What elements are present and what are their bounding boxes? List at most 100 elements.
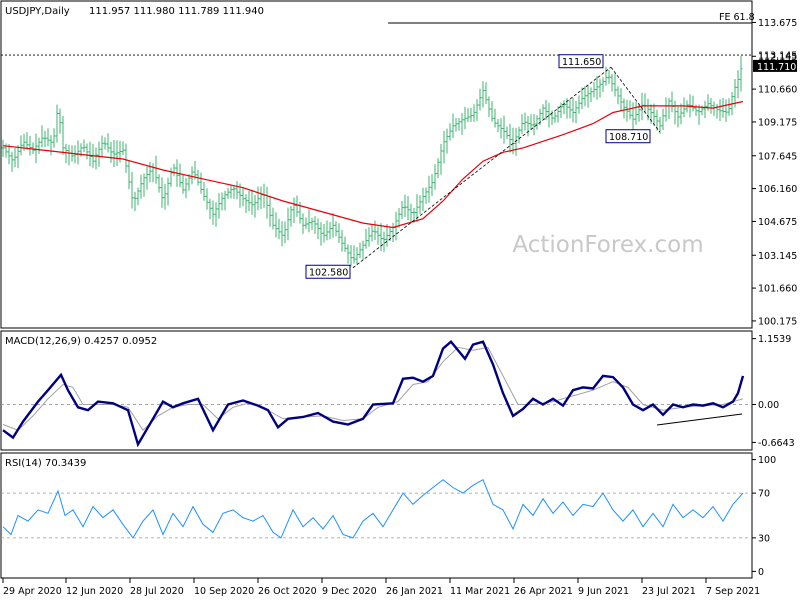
rsi-panel-frame — [0, 452, 753, 579]
price-bar — [292, 197, 296, 223]
price-bar — [547, 102, 551, 128]
price-bar — [106, 133, 110, 153]
price-bar — [262, 183, 266, 208]
price-bar — [703, 100, 707, 118]
price-bar — [679, 103, 683, 125]
price-bar — [184, 177, 188, 199]
price-bar — [592, 82, 596, 98]
price-bar — [616, 86, 620, 105]
price-bar — [43, 130, 47, 147]
price-bar — [583, 86, 587, 107]
price-bar — [250, 190, 254, 215]
price-bar — [121, 141, 125, 156]
price-bar — [283, 221, 287, 243]
axis-tick-label: 30 — [758, 533, 770, 544]
price-annotation: 108.710 — [605, 129, 651, 144]
x-tick-label: 9 Dec 2020 — [322, 586, 377, 597]
price-bar — [19, 135, 23, 156]
price-bar — [397, 208, 401, 228]
x-tick-label: 11 Mar 2021 — [450, 586, 510, 597]
macd-divergence-line — [656, 413, 743, 426]
price-bar — [211, 200, 215, 225]
price-bar — [406, 195, 410, 221]
price-bar — [556, 106, 560, 123]
price-bar — [313, 216, 317, 234]
price-bar — [148, 161, 152, 183]
axis-tick-label: 0.00 — [758, 400, 779, 411]
price-bar — [487, 96, 491, 118]
price-bar — [676, 105, 680, 128]
axis-tick-label: 1.1539 — [758, 334, 791, 345]
price-bar — [172, 163, 176, 177]
price-bar — [562, 100, 566, 115]
price-bar — [709, 97, 713, 114]
price-bar — [244, 194, 248, 214]
price-bar — [166, 177, 170, 206]
price-panel-frame — [0, 0, 753, 329]
price-annotation: 102.580 — [305, 264, 351, 279]
price-bar — [235, 181, 239, 200]
price-bar — [400, 201, 404, 220]
rsi-title: RSI(14) 70.3439 — [5, 458, 86, 469]
axis-tick-label: 103.145 — [758, 251, 797, 262]
price-bar — [691, 95, 695, 112]
price-bar — [205, 188, 209, 210]
price-bar — [604, 66, 608, 86]
price-bar — [64, 143, 68, 164]
price-bar — [115, 140, 119, 166]
price-bar — [280, 221, 284, 247]
price-bar — [490, 101, 494, 122]
price-bar — [103, 137, 107, 150]
price-bar — [433, 164, 437, 190]
macd-axis: 1.1539 0.00 -0.6643 — [752, 334, 795, 449]
macd-signal-line — [2, 346, 744, 431]
macd-panel-frame — [0, 330, 753, 451]
price-bar — [82, 139, 86, 153]
price-bar — [463, 106, 467, 130]
price-bar — [232, 185, 236, 199]
price-bar — [364, 228, 368, 249]
axis-tick-label: 110.660 — [758, 85, 797, 96]
price-bar — [25, 132, 29, 150]
price-bar — [667, 97, 671, 119]
price-bar — [514, 127, 518, 156]
price-bar — [598, 78, 602, 98]
price-bar — [214, 202, 218, 227]
price-bar — [508, 123, 512, 153]
resistance-label: 113.145 — [758, 51, 797, 62]
price-bar — [61, 115, 65, 155]
price-bar — [499, 118, 503, 139]
price-bar — [661, 108, 665, 131]
price-bar — [358, 242, 362, 259]
price-bar — [571, 97, 575, 123]
price-bar — [247, 190, 251, 212]
price-bar — [652, 103, 656, 126]
price-bar — [160, 177, 164, 208]
price-bar — [163, 184, 167, 210]
price-bar — [481, 81, 485, 108]
svg-text:102.580: 102.580 — [309, 268, 348, 279]
price-bar — [229, 184, 233, 199]
price-bar — [49, 135, 53, 156]
price-bar — [208, 198, 212, 220]
price-bar — [94, 147, 98, 170]
price-bar — [142, 173, 146, 197]
price-bar — [532, 113, 536, 136]
price-bar — [466, 108, 470, 123]
price-bar — [682, 97, 686, 118]
price-bar — [496, 118, 500, 133]
price-bar — [379, 223, 383, 252]
price-bar — [331, 213, 335, 238]
svg-text:108.710: 108.710 — [609, 132, 648, 143]
price-bar — [634, 101, 638, 125]
trend-lines — [352, 66, 661, 269]
price-bar — [376, 226, 380, 245]
price-bar — [475, 99, 479, 121]
price-bar — [31, 142, 35, 154]
price-bar — [427, 175, 431, 203]
x-tick-label: 10 Sep 2020 — [194, 586, 254, 597]
price-bar — [580, 87, 584, 110]
price-bar — [310, 217, 314, 230]
price-bar — [130, 171, 134, 209]
